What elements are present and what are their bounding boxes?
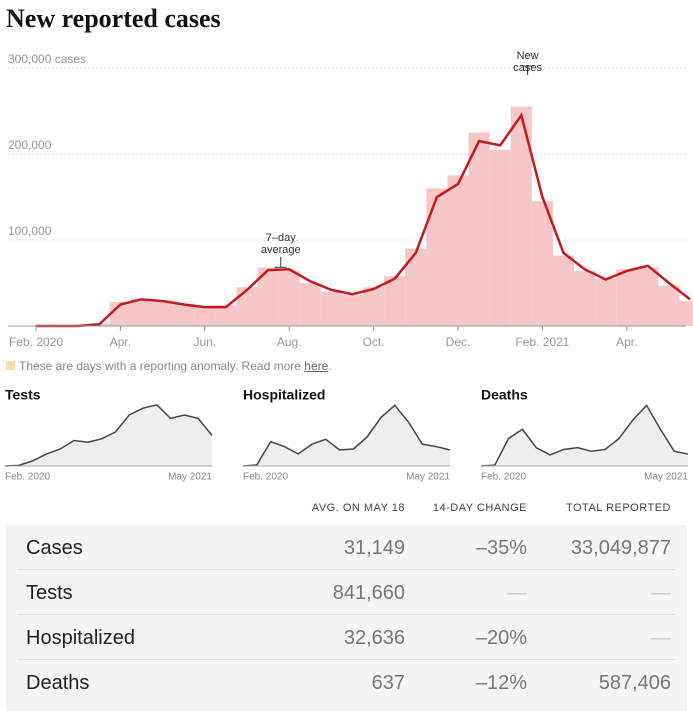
cell: 841,660 [332,582,405,604]
bar [426,188,448,326]
mini-title: Tests [5,387,41,403]
bar [531,201,553,326]
anomaly-note: These are days with a reporting anomaly.… [6,359,332,373]
y-tick-label: 100,000 [8,224,52,238]
column-header: TOTAL REPORTED [565,502,671,514]
bar [363,287,385,326]
bar [679,301,693,326]
column-header: 14-DAY CHANGE [432,502,527,514]
table-row: Cases 31,149 –35% 33,049,877 [6,525,687,570]
bar [278,270,300,326]
bar [405,248,427,326]
mini-title: Deaths [481,387,528,403]
bar [173,303,195,326]
x-tick-label: Aug. [277,335,302,349]
average-line [36,112,691,328]
table-row: Tests 841,660 — — [6,570,687,615]
mini-x-label: Feb. 2020 [481,472,526,483]
mini-area [481,405,688,466]
bar [299,283,321,326]
y-tick-label: 200,000 [8,138,52,152]
mini-x-label: May 2021 [644,472,688,483]
mini-x-label: May 2021 [406,472,450,483]
row-separator [18,569,675,570]
mini-line [4,403,213,467]
note-text: These are days with a reporting anomaly.… [19,359,305,373]
bar [152,300,174,326]
row-label: Tests [26,582,73,604]
mini-x-label: Feb. 2020 [243,472,288,483]
y-tick-label: 300,000 cases [8,52,86,66]
row-label: Deaths [26,672,90,694]
x-tick-label: Apr. [616,335,637,349]
x-tick-label: Oct. [363,335,385,349]
table-row: Hospitalized 32,636 –20% — [6,615,687,660]
mini-line [242,404,451,467]
bar [384,276,406,326]
cell: 32,636 [343,627,405,649]
table: Cases 31,149 –35% 33,049,877 Tests 841,660— — H… [6,525,687,711]
cell: 31,149 [343,537,405,559]
cell: –35% [475,537,527,559]
x-tick-label: Jun. [193,335,216,349]
mini-charts: Tests Feb. 2020 May 2021 Hospitalized Feb. 2… [4,387,689,483]
x-tick-label: Feb. 2020 [9,335,63,349]
cell: –20% [475,627,527,649]
mini-x-label: May 2021 [168,472,212,483]
anomaly-swatch [6,361,15,370]
bar [658,285,680,326]
cell: 33,049,877 [570,537,671,559]
table-row: Deaths 637 –12% 587,406 [6,660,687,705]
bar [616,269,638,326]
mini-x-label: Feb. 2020 [5,472,50,483]
bar [236,287,258,326]
page-title: New reported cases [6,4,221,33]
bar [194,306,216,326]
mini-line [480,404,689,467]
note-end: . [328,359,332,373]
bar [552,255,575,326]
bar [130,298,153,326]
bar [637,267,659,326]
bar [447,175,469,326]
bar [510,106,532,326]
row-label: Cases [26,537,83,559]
bar [341,295,364,326]
mini-area [243,405,450,466]
bar [489,149,511,326]
x-tick-label: Feb. 2021 [515,335,569,349]
mini-title: Hospitalized [243,387,325,403]
column-header: AVG. ON MAY 18 [311,502,405,514]
cell: — [651,627,671,649]
bar [215,305,237,326]
x-tick-label: Dec. [446,335,471,349]
row-label: Hospitalized [26,627,135,649]
bar [574,270,596,326]
bar [320,291,342,326]
main-chart: 100,000 200,000 300,000 cases Feb. 2020 Apr.… [8,52,693,349]
note-link[interactable]: here [304,359,329,373]
x-tick-label: Apr. [110,335,131,349]
cell: 637 [371,672,405,694]
annotation: New cases [513,50,542,74]
cell: 587,406 [598,672,671,694]
bar [468,132,490,326]
annotation: 7–day average [260,232,301,256]
cell: — [507,582,527,604]
bar [595,278,617,326]
row-separator [18,614,675,615]
row-separator [18,659,675,660]
bar [257,267,279,326]
cell: — [651,582,671,604]
cell: –12% [475,672,527,694]
